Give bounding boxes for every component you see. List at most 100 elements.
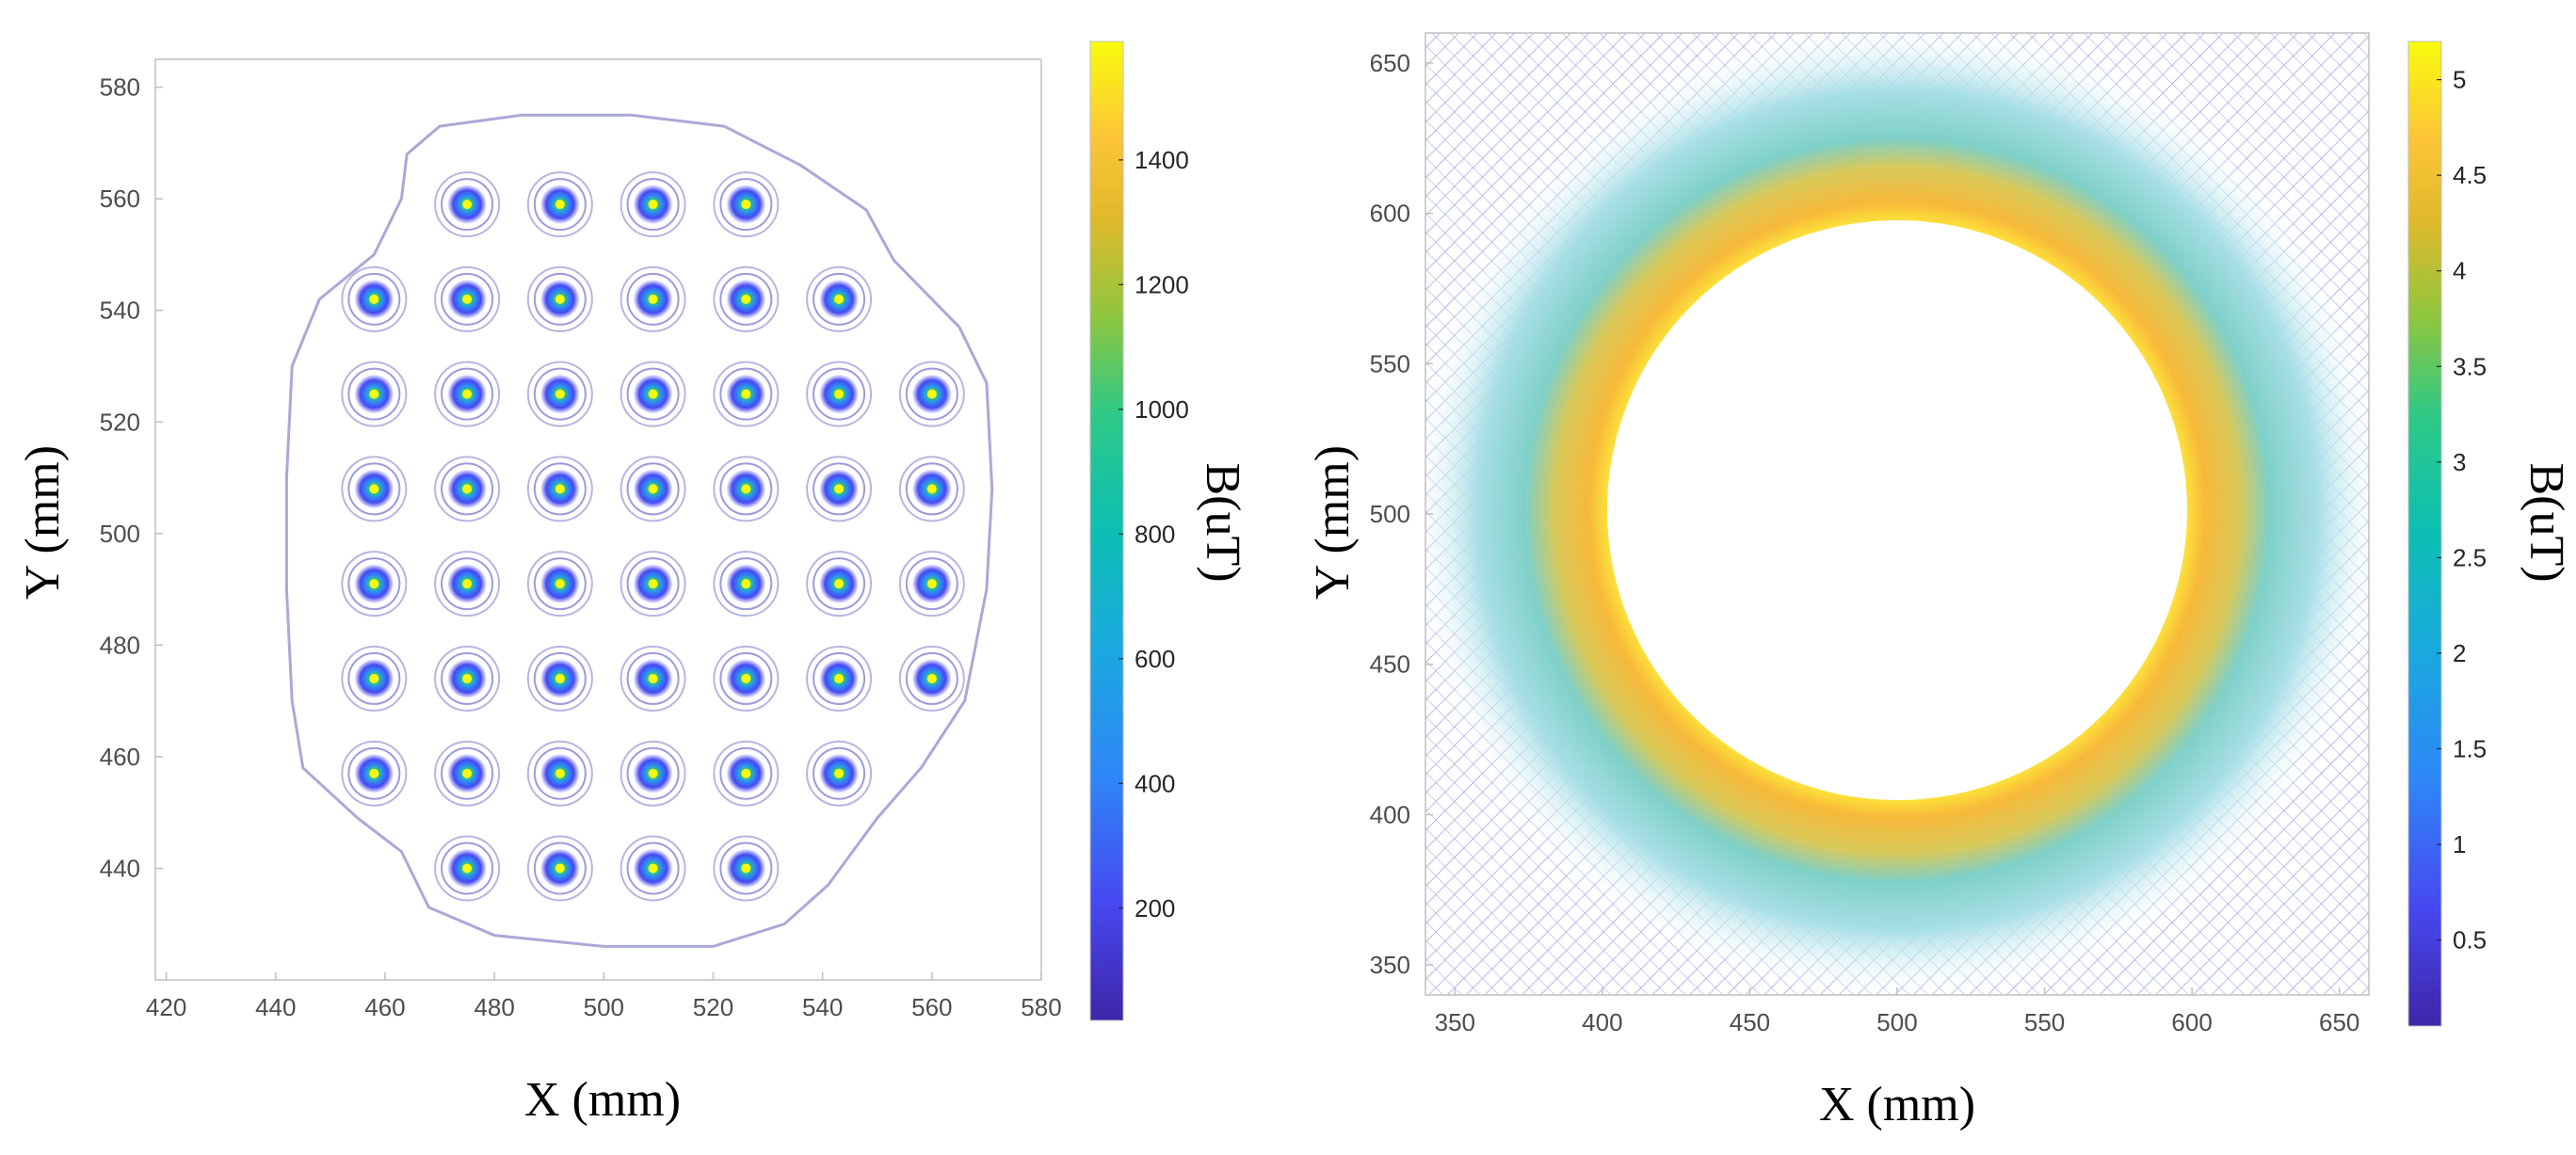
magnet-source [620, 265, 686, 332]
left-cb-tick-label: 800 [1135, 520, 1175, 548]
right-contour-plot: 350 400 450 500 550 600 650 350 400 450 500 550 600 6… [1306, 32, 2573, 1131]
magnet-source [806, 456, 873, 522]
magnet-source [341, 551, 408, 618]
magnet-source [620, 835, 686, 902]
left-x-tick-label: 500 [584, 993, 624, 1021]
right-y-axis-label: Y (mm) [1306, 445, 1360, 600]
magnet-source [434, 265, 501, 332]
left-cb-tick-label: 1000 [1135, 395, 1189, 424]
magnet-source [341, 456, 408, 522]
right-x-axis-label: X (mm) [1819, 1078, 1975, 1131]
magnet-source [806, 551, 873, 618]
right-y-tick-label: 650 [1370, 49, 1410, 77]
magnet-source [898, 456, 965, 522]
magnet-source [434, 171, 501, 238]
right-x-tick-label: 500 [1876, 1008, 1917, 1036]
right-cb-tick-label: 1 [2453, 830, 2466, 858]
left-x-tick-label: 520 [693, 993, 733, 1021]
left-x-tick-label: 440 [255, 993, 296, 1021]
left-x-tick-label: 540 [802, 993, 843, 1021]
magnet-source [341, 265, 408, 332]
right-x-tick-label: 550 [2024, 1008, 2065, 1036]
right-cb-tick-label: 2.5 [2453, 543, 2487, 571]
magnet-source [898, 645, 965, 712]
left-y-tick-label: 540 [100, 297, 140, 325]
right-cb-tick-label: 4.5 [2453, 161, 2487, 189]
magnet-source [620, 361, 686, 427]
right-cb-tick-label: 5 [2453, 66, 2466, 94]
right-y-tick-label: 450 [1370, 650, 1410, 679]
magnet-source [620, 740, 686, 807]
right-colorbar-label: B(uT) [2520, 462, 2573, 582]
left-outer-contour [284, 113, 994, 948]
left-x-tick-label: 580 [1021, 993, 1061, 1021]
magnet-source [526, 456, 593, 522]
left-x-axis-label: X (mm) [524, 1073, 681, 1127]
magnet-source [526, 740, 593, 807]
left-y-tick-label: 560 [100, 184, 140, 213]
magnet-source [806, 645, 873, 712]
magnet-source [620, 456, 686, 522]
magnet-source [713, 551, 780, 618]
left-cb-tick-label: 1200 [1135, 270, 1189, 298]
left-contour-plot: 420 440 460 480 500 520 540 560 580 440 460 480 500 5… [16, 40, 1249, 1127]
magnet-source [341, 740, 408, 807]
right-y-tick-label: 400 [1370, 800, 1410, 828]
right-x-tick-label: 600 [2171, 1008, 2212, 1036]
right-cb-tick-label: 3.5 [2453, 352, 2487, 380]
left-y-tick-label: 480 [100, 631, 140, 659]
magnet-source [434, 551, 501, 618]
right-y-tick-label: 600 [1370, 200, 1410, 228]
magnet-source [806, 361, 873, 427]
left-x-tick-label: 420 [146, 993, 186, 1021]
left-x-tick-label: 480 [474, 993, 514, 1021]
magnet-source [713, 361, 780, 427]
magnet-source [620, 551, 686, 618]
right-cb-tick-label: 3 [2453, 448, 2466, 476]
left-x-tick-label: 460 [364, 993, 405, 1021]
magnet-source [620, 645, 686, 712]
left-x-tick-label: 560 [911, 993, 952, 1021]
left-colorbar-label: B(uT) [1196, 462, 1249, 582]
left-colorbar [1089, 40, 1124, 1021]
left-cb-tick-label: 1400 [1135, 146, 1189, 174]
right-y-tick-label: 550 [1370, 349, 1410, 377]
left-y-tick-label: 460 [100, 743, 140, 771]
right-x-tick-label: 450 [1730, 1008, 1770, 1036]
left-axes-background [154, 58, 1042, 981]
magnet-source [713, 171, 780, 238]
left-cb-tick-label: 400 [1135, 769, 1175, 797]
left-y-tick-label: 500 [100, 520, 140, 548]
right-x-tick-label: 400 [1582, 1008, 1622, 1036]
magnet-source [713, 456, 780, 522]
magnet-source [620, 171, 686, 238]
right-cb-tick-label: 1.5 [2453, 734, 2487, 762]
magnet-source [713, 740, 780, 807]
magnet-source [713, 645, 780, 712]
magnet-source [526, 835, 593, 902]
right-y-tick-label: 350 [1370, 951, 1410, 979]
left-cb-tick-label: 200 [1135, 894, 1175, 922]
magnet-source [526, 265, 593, 332]
left-cb-tick-label: 600 [1135, 645, 1175, 673]
magnet-source [898, 361, 965, 427]
right-cb-tick-label: 4 [2453, 257, 2466, 285]
right-cb-tick-label: 2 [2453, 639, 2466, 667]
magnet-source [526, 361, 593, 427]
magnet-source [341, 645, 408, 712]
magnet-source [526, 645, 593, 712]
magnet-source [526, 171, 593, 238]
right-colorbar [2407, 40, 2442, 1027]
left-y-axis-label: Y (mm) [16, 445, 70, 600]
right-x-tick-label: 650 [2319, 1008, 2359, 1036]
magnet-source [806, 740, 873, 807]
magnet-source [713, 835, 780, 902]
right-x-tick-label: 350 [1435, 1008, 1475, 1036]
left-y-tick-label: 520 [100, 408, 140, 436]
inner-hole [1607, 220, 2187, 800]
magnet-source [434, 456, 501, 522]
right-y-tick-label: 500 [1370, 500, 1410, 528]
magnet-source [434, 361, 501, 427]
magnet-source [341, 361, 408, 427]
